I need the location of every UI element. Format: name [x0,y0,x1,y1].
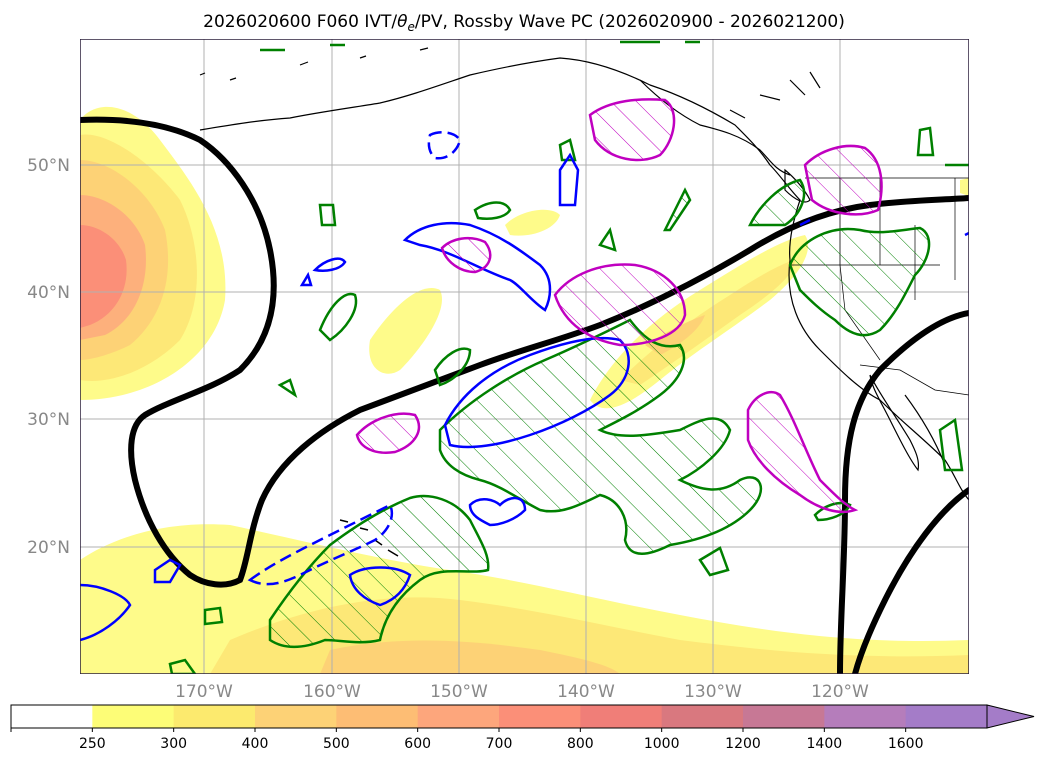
colorbar-tick-label: 300 [160,736,187,752]
green-region-small-2 [433,347,472,387]
blue-contour-sc [468,496,527,527]
green-region-small-1 [318,292,358,342]
alaska-coast [199,57,969,501]
ivt-plume-northwest-800 [80,225,127,328]
green-region-small-8 [938,417,964,472]
magenta-contour-ne [803,144,883,216]
colorbar-segment-8 [661,705,744,728]
blue-contour-central [443,336,630,449]
blue-contour-small-1 [312,257,347,272]
figure-title: 2026020600 F060 IVT/θe/PV, Rossby Wave P… [203,12,845,34]
magenta-contour-se [746,391,859,514]
colorbar-tick-label: 1200 [725,736,761,752]
colorbar: 250 300 400 500 600 700 800 1000 1200 1400 1600 [10,704,1035,752]
blue-contour-small-3 [153,558,182,584]
colorbar-tick-label: 1400 [807,736,843,752]
green-region-small-11 [168,658,197,674]
aleutians [199,47,429,81]
lon-labels: 170°W 160°W 150°W 140°W 130°W 120°W [175,682,869,702]
green-region-small-4 [662,187,692,232]
lon-label-150w: 150°W [430,682,488,702]
green-region-small-6 [916,126,935,157]
baja [869,374,920,472]
coastlines [199,47,969,557]
lon-label-160w: 160°W [303,682,361,702]
colorbar-tick-label: 250 [79,736,106,752]
colorbar-segment-2 [173,705,256,728]
colorbar-segment-1 [92,705,175,728]
jet-contour-east [837,310,969,674]
jet-contour-east-2 [852,487,969,674]
blue-contour-west [80,583,132,642]
green-region-east-coast [788,226,931,337]
green-region-small-7 [698,546,730,577]
magenta-contour-center [553,263,687,347]
colorbar-segment-9 [743,705,825,728]
lat-label-20n: 20°N [27,538,70,558]
blue-contour-dashed-1 [427,131,462,160]
blue-contour-small-2 [558,152,580,207]
colorbar-tick-label: 400 [242,736,269,752]
green-region-small-3 [598,226,617,252]
colorbar-segment-5 [417,705,500,728]
jet-contour-west-loop [80,116,969,588]
green-region-hawaii [268,494,490,648]
lon-label-170w: 170°W [175,682,233,702]
blue-contour-small-4 [299,271,313,287]
ivt-band-south-400 [320,640,620,674]
positive-pc-contour [168,40,969,674]
green-region-small-10 [203,606,224,626]
colorbar-segment-11 [905,705,988,728]
lat-label-40n: 40°N [27,283,70,303]
canada-coast [639,71,821,176]
lon-label-140w: 140°W [557,682,615,702]
colorbar-segment-3 [255,705,337,728]
green-region-small-5 [558,138,577,162]
map-panel [80,39,969,674]
colorbar-segment-10 [824,705,907,728]
colorbar-segment-0 [11,705,93,728]
colorbar-segment-6 [499,705,581,728]
magenta-contour-west-central [440,236,492,274]
green-region-north-1 [260,40,969,167]
theta-e-contour [80,131,969,642]
green-region-small-9 [277,378,298,399]
thick-black-contour [80,116,969,674]
ivt-band-wc [505,209,560,236]
colorbar-tick-label: 700 [486,736,513,752]
colorbar-tick-label: 800 [567,736,594,752]
blue-contour-north [402,221,552,312]
lat-labels: 50°N 40°N 30°N 20°N [27,156,70,558]
green-region-nw [318,203,337,227]
magenta-contour-sw [355,412,421,454]
lat-label-30n: 30°N [27,410,70,430]
lat-label-50n: 50°N [27,156,70,176]
pv-contour [355,98,883,514]
colorbar-segment-4 [336,705,419,728]
colorbar-tick-label: 500 [323,736,350,752]
blue-contour-hawaii [348,566,412,607]
ivt-band-southwest [80,576,135,640]
gulf-california [904,394,946,466]
colorbar-segment-7 [580,705,663,728]
ivt-band-ne-corner [960,178,969,196]
lon-label-130w: 130°W [684,682,742,702]
colorbar-tick-label: 1000 [644,736,680,752]
colorbar-tick-label: 1600 [888,736,924,752]
colorbar-extend-arrow [986,704,1035,729]
lon-label-120w: 120°W [811,682,869,702]
green-region-ne-1 [747,178,806,227]
green-region-wc [473,201,512,220]
ivt-band-central [369,288,442,374]
colorbar-tick-label: 600 [404,736,431,752]
blue-contour-dashed-2 [247,503,394,586]
magenta-contour-north [588,98,676,162]
